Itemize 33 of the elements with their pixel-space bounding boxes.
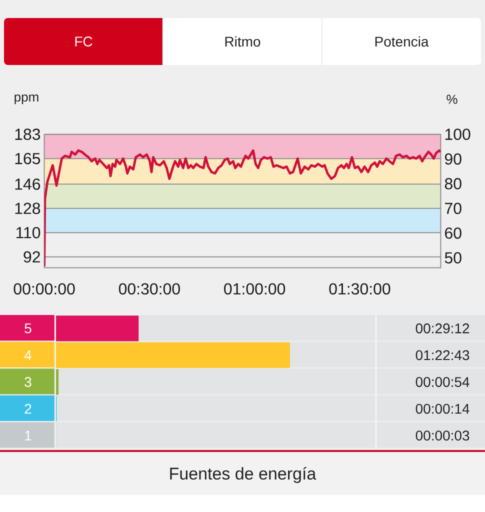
y-tick-label: 110 (16, 227, 40, 238)
y2-tick-label: 100 (445, 128, 470, 140)
text: Ritmo (225, 36, 260, 47)
y-tick-label: 128 (15, 202, 40, 214)
y2-axis-title: % (446, 94, 458, 104)
y-tick-label: 2 (24, 404, 32, 414)
y-axis-title: ppm (14, 94, 38, 104)
text: Potencia (375, 36, 429, 47)
x-tick-label: 01:00:00 (224, 283, 286, 295)
y-tick-label: 1 (25, 430, 32, 440)
y2-tick-label: 90 (444, 153, 462, 165)
line-series (44, 149, 441, 268)
y-tick-label: 165 (15, 152, 40, 164)
text: FC (75, 36, 92, 46)
x-tick-label: 01:30:00 (329, 283, 390, 295)
x-tick-label: 00:30:00 (118, 283, 180, 295)
data-label: 00:29:12 (416, 323, 470, 334)
y2-tick-label: 80 (444, 178, 462, 190)
data-label: 00:00:54 (416, 377, 470, 387)
y-tick-label: 4 (24, 350, 32, 360)
y-tick-label: 5 (24, 324, 32, 334)
data-label: 00:00:14 (416, 404, 470, 414)
y2-tick-label: 60 (445, 227, 462, 239)
data-label: 01:22:43 (416, 350, 470, 360)
y-tick-label: 183 (15, 128, 40, 140)
source-note: Fuentes de energía (170, 466, 316, 484)
y-tick-label: 146 (15, 178, 40, 190)
y-tick-label: 3 (24, 377, 32, 387)
y2-tick-label: 50 (444, 252, 462, 264)
x-tick-label: 00:00:00 (14, 283, 75, 295)
y2-tick-label: 70 (445, 202, 462, 214)
y-tick-label: 92 (24, 251, 40, 263)
data-label: 00:00:03 (416, 430, 470, 441)
